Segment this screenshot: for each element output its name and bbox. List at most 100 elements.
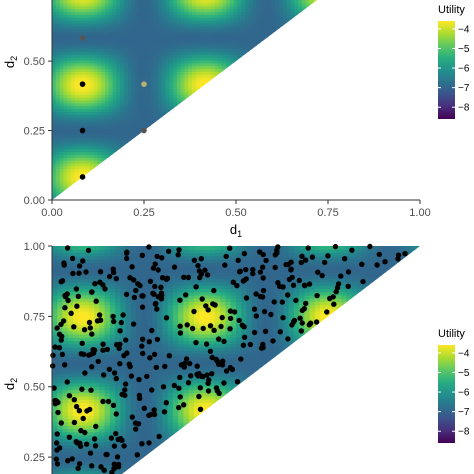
heat-cell bbox=[173, 5, 178, 10]
heat-cell bbox=[74, 14, 80, 18]
heat-cell bbox=[135, 128, 140, 133]
heat-cell bbox=[130, 249, 137, 254]
heat-cell bbox=[172, 314, 179, 319]
heat-cell bbox=[125, 457, 132, 462]
heat-cell bbox=[251, 333, 258, 338]
heat-cell bbox=[99, 470, 106, 474]
heat-cell bbox=[271, 34, 276, 38]
heat-cell bbox=[52, 100, 57, 104]
heat-cell bbox=[74, 171, 80, 175]
heat-cell bbox=[74, 37, 80, 41]
heat-cell bbox=[73, 447, 79, 452]
heat-cell bbox=[104, 68, 110, 73]
heat-cell bbox=[146, 428, 153, 433]
heat-cell bbox=[63, 105, 68, 110]
heat-cell bbox=[176, 91, 182, 95]
heat-cell bbox=[157, 31, 163, 35]
heat-cell bbox=[74, 57, 80, 61]
heat-cell bbox=[214, 340, 221, 345]
heat-cell bbox=[275, 14, 280, 18]
heat-cell bbox=[199, 285, 206, 289]
heat-cell bbox=[209, 317, 216, 322]
heat-cell bbox=[101, 34, 106, 38]
heat-cell bbox=[94, 259, 100, 263]
heat-cell bbox=[136, 447, 142, 452]
heat-cell bbox=[209, 346, 216, 351]
heat-cell bbox=[123, 134, 129, 138]
heat-cell bbox=[154, 74, 159, 78]
heat-cell bbox=[55, 80, 61, 84]
heat-cell bbox=[89, 65, 95, 70]
heat-cell bbox=[94, 285, 100, 289]
heat-cell bbox=[109, 291, 116, 296]
heat-cell bbox=[199, 340, 206, 345]
heat-cell bbox=[120, 425, 127, 429]
heat-cell bbox=[214, 57, 220, 61]
heat-cell bbox=[173, 65, 178, 70]
heat-cell bbox=[226, 5, 231, 10]
heat-cell bbox=[161, 34, 167, 38]
heat-cell bbox=[141, 392, 148, 397]
heat-cell bbox=[135, 40, 140, 44]
heat-cell bbox=[104, 255, 111, 260]
heat-cell bbox=[70, 25, 76, 30]
heat-cell bbox=[52, 5, 57, 10]
heat-cell bbox=[218, 37, 223, 41]
heat-cell bbox=[178, 307, 185, 312]
heat-cell bbox=[183, 285, 190, 289]
heat-cell bbox=[109, 379, 116, 384]
heat-cell bbox=[157, 425, 163, 429]
heat-cell bbox=[193, 337, 200, 342]
heat-cell bbox=[139, 25, 144, 30]
heat-cell bbox=[78, 5, 83, 10]
heat-cell bbox=[57, 395, 64, 400]
heat-cell bbox=[109, 294, 116, 299]
heat-cell bbox=[203, 48, 208, 53]
heat-cell bbox=[142, 0, 148, 4]
heat-cell bbox=[99, 438, 106, 443]
heat-cell bbox=[88, 343, 95, 348]
heat-cell bbox=[57, 441, 64, 446]
heat-cell bbox=[237, 54, 242, 58]
heat-cell bbox=[209, 311, 216, 315]
heat-cell bbox=[94, 330, 100, 335]
heat-cell bbox=[142, 102, 148, 107]
heat-cell bbox=[161, 111, 167, 115]
heat-cell bbox=[165, 20, 170, 24]
heat-cell bbox=[135, 111, 140, 115]
heat-cell bbox=[162, 330, 169, 335]
heat-cell bbox=[78, 91, 83, 95]
heat-cell bbox=[135, 100, 140, 104]
heat-cell bbox=[204, 311, 211, 315]
heat-cell bbox=[131, 134, 136, 138]
heat-cell bbox=[63, 22, 68, 27]
heat-cell bbox=[193, 379, 200, 384]
heat-cell bbox=[192, 20, 197, 24]
heat-cell bbox=[136, 366, 142, 371]
heat-cell bbox=[178, 346, 185, 351]
heat-cell bbox=[192, 11, 197, 15]
heat-cell bbox=[93, 148, 99, 153]
heat-cell bbox=[220, 246, 227, 250]
heat-cell bbox=[209, 337, 216, 342]
heat-cell bbox=[82, 157, 87, 161]
heat-cell bbox=[55, 20, 61, 24]
heat-cell bbox=[225, 360, 232, 364]
heat-cell bbox=[99, 360, 106, 364]
heat-cell bbox=[150, 37, 155, 41]
heat-cell bbox=[86, 17, 91, 21]
heat-cell bbox=[120, 428, 127, 433]
heat-cell bbox=[67, 134, 72, 138]
heat-cell bbox=[109, 340, 116, 345]
heat-cell bbox=[188, 291, 195, 296]
heat-cell bbox=[222, 51, 227, 55]
heat-cell bbox=[199, 37, 205, 41]
heat-cell bbox=[125, 399, 132, 403]
heat-cell bbox=[157, 415, 163, 420]
heat-cell bbox=[131, 17, 136, 21]
heat-cell bbox=[104, 405, 111, 410]
heat-cell bbox=[109, 366, 116, 371]
heat-cell bbox=[161, 8, 167, 13]
heat-cell bbox=[139, 74, 144, 78]
heat-cell bbox=[252, 48, 257, 53]
